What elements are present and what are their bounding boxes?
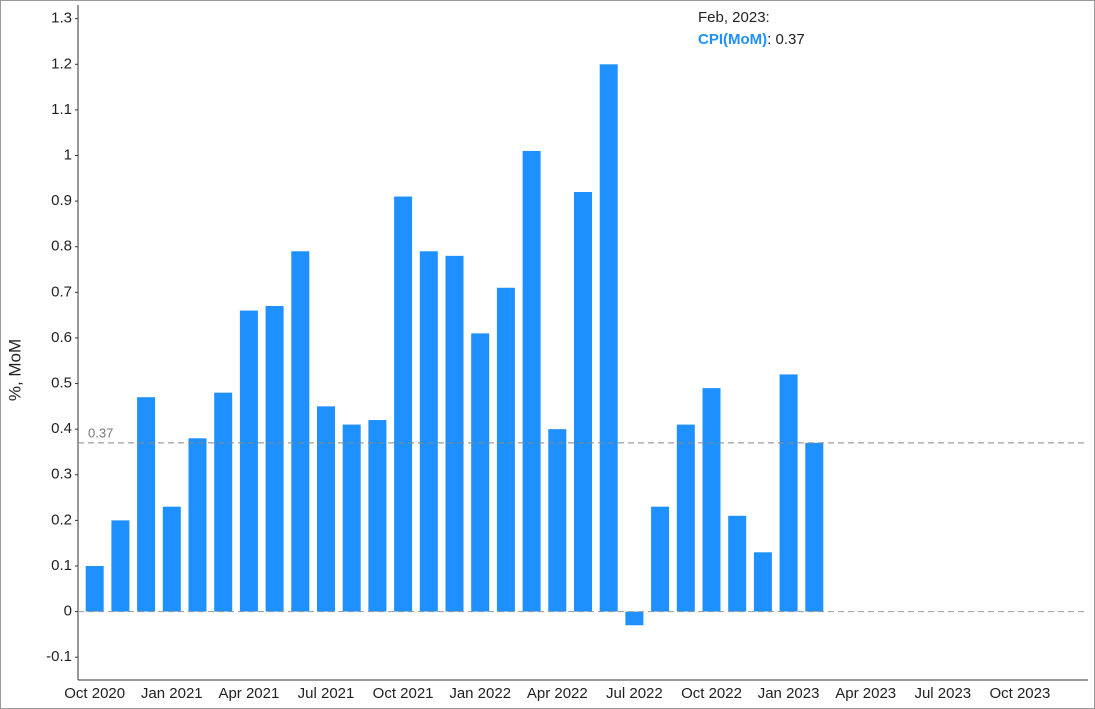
bar xyxy=(239,310,258,612)
bar xyxy=(599,64,618,612)
bar xyxy=(162,506,181,612)
x-tick-label: Oct 2021 xyxy=(373,685,434,702)
bar xyxy=(651,506,670,612)
tooltip-line: CPI(MoM): 0.37 xyxy=(698,31,805,48)
x-tick-label: Oct 2022 xyxy=(681,685,742,702)
bar xyxy=(111,520,130,612)
y-tick-label: 1.2 xyxy=(51,55,72,72)
bar xyxy=(702,388,721,612)
x-tick-label: Oct 2023 xyxy=(989,685,1050,702)
bar xyxy=(317,406,335,612)
x-tick-label: Jul 2023 xyxy=(914,685,971,702)
y-tick-label: 0.3 xyxy=(51,466,72,483)
reference-label: 0.37 xyxy=(88,425,113,440)
bar xyxy=(188,438,207,612)
bar xyxy=(753,552,772,612)
y-tick-label: 1.1 xyxy=(51,101,72,118)
bar xyxy=(368,420,387,612)
bar xyxy=(471,333,490,612)
tooltip-sep: : xyxy=(767,31,775,48)
bar xyxy=(805,442,824,612)
bar xyxy=(728,515,747,612)
x-tick-label: Jul 2022 xyxy=(606,685,663,702)
tooltip-title: Feb, 2023: xyxy=(698,9,770,26)
tooltip-series: CPI(MoM) xyxy=(698,31,767,48)
bar xyxy=(419,251,438,612)
x-tick-label: Apr 2022 xyxy=(527,685,588,702)
bar xyxy=(574,191,592,612)
bar xyxy=(548,429,567,612)
bar xyxy=(214,392,233,612)
bar xyxy=(394,196,413,612)
bars xyxy=(85,64,824,626)
bar xyxy=(779,374,798,612)
y-tick-label: 0.9 xyxy=(51,192,72,209)
y-tick-label: 0.7 xyxy=(51,283,72,300)
x-tick-label: Apr 2023 xyxy=(835,685,896,702)
bar xyxy=(137,397,156,612)
y-tick-label: 0.1 xyxy=(51,557,72,574)
y-tick-label: -0.1 xyxy=(46,648,72,665)
tooltip-value: 0.37 xyxy=(776,31,805,48)
bar xyxy=(445,255,464,612)
x-tick-label: Jan 2023 xyxy=(758,685,820,702)
x-tick-label: Jan 2021 xyxy=(141,685,203,702)
y-tick-label: 0.5 xyxy=(51,375,72,392)
y-tick-label: 0 xyxy=(64,603,72,620)
y-tick-label: 1 xyxy=(64,146,72,163)
y-axis-label: %, MoM xyxy=(5,339,24,401)
bar xyxy=(625,611,644,626)
bar xyxy=(522,150,541,612)
x-tick-label: Jan 2022 xyxy=(449,685,511,702)
x-tick-label: Jul 2021 xyxy=(298,685,355,702)
bar xyxy=(496,287,515,612)
y-tick-label: 1.3 xyxy=(51,10,72,27)
y-tick-label: 0.8 xyxy=(51,238,72,255)
y-tick-label: 0.4 xyxy=(51,420,72,437)
x-tick-label: Apr 2021 xyxy=(218,685,279,702)
y-tick-label: 0.6 xyxy=(51,329,72,346)
y-tick-label: 0.2 xyxy=(51,511,72,528)
bar xyxy=(342,424,361,612)
bar xyxy=(85,565,104,612)
bar xyxy=(265,306,284,612)
x-tick-label: Oct 2020 xyxy=(64,685,125,702)
bar xyxy=(676,424,695,612)
bar xyxy=(291,251,310,612)
